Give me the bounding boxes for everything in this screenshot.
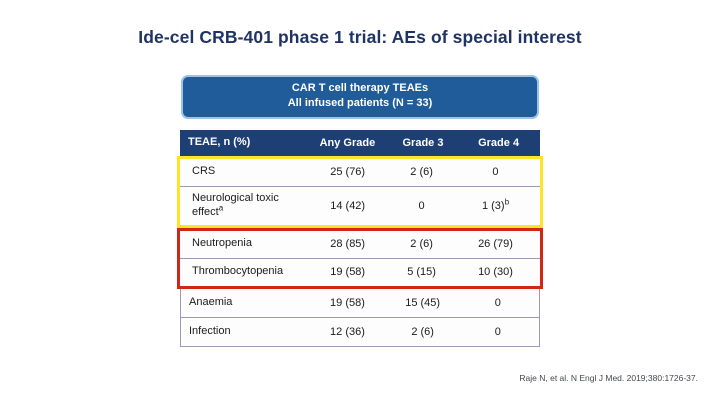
column-header-grade3: Grade 3 (402, 136, 444, 149)
table-title-line1: CAR T cell therapy TEAEs (291, 82, 429, 94)
cell-grade3: 15 (45) (405, 296, 441, 309)
cell-any-grade: 25 (76) (330, 166, 366, 179)
cell-grade3: 2 (6) (411, 325, 434, 338)
cell-grade4: 10 (30) (478, 266, 513, 279)
table-row-infection: Infection 12 (36) 2 (6) 0 (181, 316, 539, 346)
cell-grade4: 0 (494, 296, 501, 309)
cell-grade3: 2 (6) (410, 166, 433, 179)
cell-grade4: 0 (492, 166, 499, 179)
table-row-neurological: Neurological toxic effecta 14 (42) 0 1 (… (180, 185, 540, 225)
cell-grade4: 1 (3)b (481, 197, 510, 212)
slide-title: Ide-cel CRB-401 phase 1 trial: AEs of sp… (138, 27, 582, 47)
table-header-row: TEAE, n (%) Any Grade Grade 3 Grade 4 (180, 129, 540, 156)
cell-grade3: 0 (418, 199, 425, 212)
cell-grade4: 26 (79) (478, 238, 513, 251)
cell-any-grade: 14 (42) (330, 199, 366, 212)
table-body: CRS 25 (76) 2 (6) 0 Neurological toxic e… (177, 155, 543, 347)
column-header-teae: TEAE, n (%) (188, 135, 251, 148)
cell-any-grade: 19 (58) (330, 296, 365, 309)
highlight-box-yellow: CRS 25 (76) 2 (6) 0 Neurological toxic e… (177, 155, 543, 228)
cell-label: Anaemia (189, 295, 233, 308)
table-row-anaemia: Anaemia 19 (58) 15 (45) 0 (181, 288, 539, 317)
table-title-box: CAR T cell therapy TEAEs All infused pat… (181, 75, 539, 119)
cell-any-grade: 19 (58) (330, 266, 366, 279)
cell-label: CRS (192, 165, 216, 178)
cell-label: Neutropenia (192, 237, 252, 250)
cell-label: Thrombocytopenia (192, 265, 284, 278)
table-row-thrombocytopenia: Thrombocytopenia 19 (58) 5 (15) 10 (30) (180, 257, 540, 286)
cell-label: Neurological toxic effecta (192, 192, 279, 218)
cell-any-grade: 12 (36) (330, 325, 365, 338)
highlight-box-red: Neutropenia 28 (85) 2 (6) 26 (79) Thromb… (177, 227, 543, 289)
table-row-neutropenia: Neutropenia 28 (85) 2 (6) 26 (79) (180, 230, 540, 258)
column-header-grade4: Grade 4 (478, 136, 520, 149)
cell-grade4: 0 (494, 325, 501, 338)
cell-grade3: 5 (15) (407, 266, 436, 279)
column-header-any-grade: Any Grade (319, 136, 376, 149)
citation: Raje N, et al. N Engl J Med. 2019;380:17… (519, 373, 698, 383)
table-row-crs: CRS 25 (76) 2 (6) 0 (180, 158, 540, 186)
cell-grade3: 2 (6) (410, 238, 433, 251)
teae-table: TEAE, n (%) Any Grade Grade 3 Grade 4 CR… (177, 129, 543, 347)
cell-label: Infection (189, 324, 231, 337)
table-title-line2: All infused patients (N = 33) (287, 97, 433, 110)
cell-any-grade: 28 (85) (330, 238, 366, 251)
